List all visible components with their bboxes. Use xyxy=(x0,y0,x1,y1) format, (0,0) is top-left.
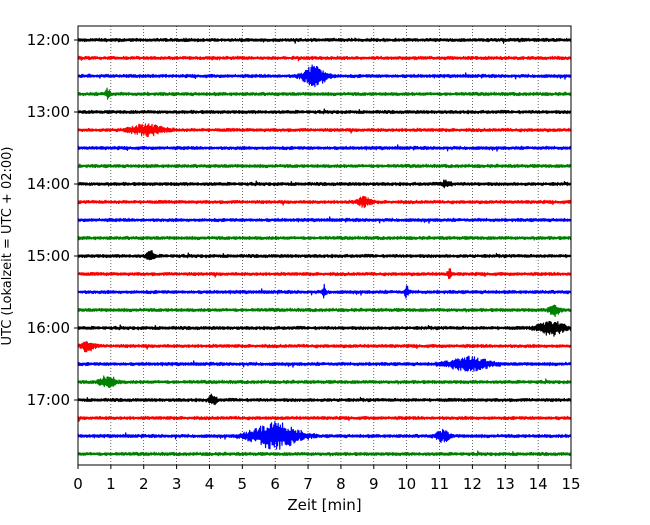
trace-row-11 xyxy=(77,235,572,241)
x-tick-label-5: 5 xyxy=(238,475,248,493)
x-tick-label-13: 13 xyxy=(496,475,515,493)
x-tick-label-12: 12 xyxy=(463,475,482,493)
trace-row-4 xyxy=(77,108,572,115)
x-tick-label-6: 6 xyxy=(270,475,280,493)
trace-row-19 xyxy=(77,375,572,389)
trace-row-15 xyxy=(77,304,572,318)
trace-row-22 xyxy=(77,420,572,450)
x-tick-label-10: 10 xyxy=(397,475,416,493)
trace-row-5 xyxy=(77,123,572,138)
trace-row-13 xyxy=(77,268,572,280)
trace-row-3 xyxy=(77,87,572,100)
trace-row-0 xyxy=(77,37,572,44)
y-tick-label-5: 17:00 xyxy=(27,391,70,409)
trace-row-6 xyxy=(77,144,572,152)
x-tick-label-9: 9 xyxy=(369,475,379,493)
trace-row-10 xyxy=(77,216,572,224)
x-tick-label-3: 3 xyxy=(172,475,182,493)
x-tick-label-14: 14 xyxy=(529,475,548,493)
x-tick-label-15: 15 xyxy=(561,475,580,493)
trace-row-1 xyxy=(77,55,572,62)
x-axis-ticks: 0 1 2 3 4 5 6 7 8 9 10 11 12 13 14 15 xyxy=(73,465,581,493)
trace-row-2 xyxy=(77,64,572,88)
trace-row-20 xyxy=(77,393,572,406)
trace-row-8 xyxy=(77,179,572,189)
trace-row-12 xyxy=(77,250,572,261)
x-tick-label-2: 2 xyxy=(139,475,149,493)
x-tick-label-1: 1 xyxy=(106,475,116,493)
y-tick-label-4: 16:00 xyxy=(27,319,70,337)
x-tick-label-0: 0 xyxy=(73,475,83,493)
y-tick-label-3: 15:00 xyxy=(27,247,70,265)
x-tick-label-7: 7 xyxy=(303,475,313,493)
x-tick-label-11: 11 xyxy=(430,475,449,493)
y-axis-ticks: 12:00 13:00 14:00 15:00 16:00 17:00 xyxy=(27,31,78,409)
trace-row-21 xyxy=(77,415,572,422)
x-tick-label-8: 8 xyxy=(336,475,346,493)
trace-row-23 xyxy=(77,450,572,457)
trace-row-9 xyxy=(77,195,572,209)
grid-layer xyxy=(110,26,539,465)
x-tick-label-4: 4 xyxy=(205,475,215,493)
y-tick-label-1: 13:00 xyxy=(27,103,70,121)
trace-row-16 xyxy=(77,320,572,337)
plot-frame xyxy=(77,25,572,466)
y-tick-label-2: 14:00 xyxy=(27,175,70,193)
trace-row-18 xyxy=(77,355,572,372)
trace-row-7 xyxy=(77,163,572,169)
trace-row-14 xyxy=(77,283,572,299)
y-axis-label: UTC (Lokalzeit = UTC + 02:00) xyxy=(0,147,15,346)
trace-row-17 xyxy=(77,340,572,353)
y-tick-label-0: 12:00 xyxy=(27,31,70,49)
x-axis-label: Zeit [min] xyxy=(287,496,361,514)
trace-layer xyxy=(77,37,572,457)
